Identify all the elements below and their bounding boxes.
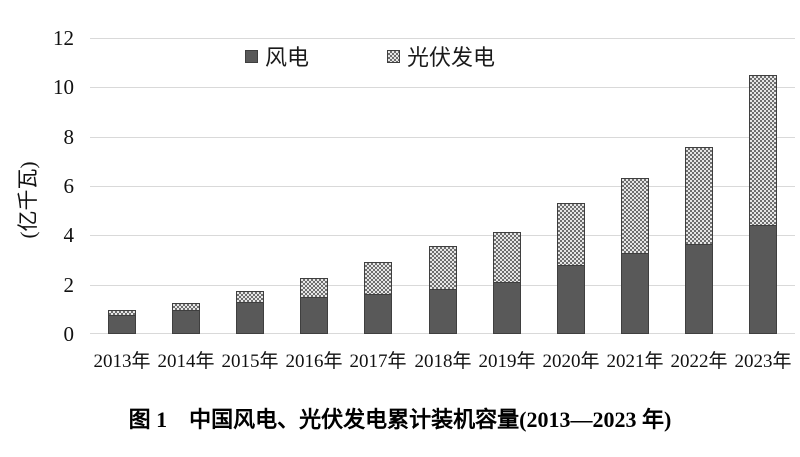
gridline-8 [90,137,795,138]
bar-solar-2015 [236,291,264,303]
legend-item-wind: 风电 [245,40,309,72]
x-tick-label-2017: 2017年 [349,351,407,372]
x-tick-label-2020: 2020年 [542,351,600,372]
y-tick-label-0: 0 [63,322,75,346]
bar-wind-2023 [749,225,777,334]
bar-solar-2018 [429,246,457,290]
y-tick-label-12: 12 [53,26,74,50]
bar-wind-2013 [108,315,136,334]
bar-wind-2017 [364,294,392,334]
bar-solar-2023 [749,75,777,226]
legend-swatch-wind [245,49,258,63]
x-tick-label-2021: 2021年 [606,351,664,372]
legend: 风电 光伏发电 [245,40,495,72]
bar-solar-2022 [685,147,713,245]
bar-wind-2014 [172,310,200,334]
x-tick-label-2022: 2022年 [670,351,728,372]
bar-solar-2016 [300,278,328,298]
gridline-10 [90,87,795,88]
y-tick-label-8: 8 [63,125,75,149]
gridline-6 [90,186,795,187]
bar-wind-2016 [300,297,328,334]
gridline-12 [90,38,795,39]
bar-wind-2020 [557,265,585,334]
bar-wind-2019 [493,282,521,334]
plot-area: 0 2 4 6 8 10 12 2013年 2014年 2015年 2016年 2017年 2018年 2… [53,26,795,372]
legend-swatch-solar [387,49,401,63]
x-tick-label-2018: 2018年 [414,351,472,372]
y-tick-label-10: 10 [53,75,74,99]
bar-solar-2013 [108,310,136,316]
gridline-4 [90,235,795,236]
x-tick-label-2016: 2016年 [285,351,343,372]
y-tick-label-6: 6 [63,174,75,198]
x-tick-label-2023: 2023年 [734,351,792,372]
bar-solar-2014 [172,303,200,311]
x-tick-label-2013: 2013年 [93,351,151,372]
bar-wind-2015 [236,302,264,334]
y-tick-label-2: 2 [63,273,75,297]
bar-solar-2017 [364,262,392,295]
legend-label-solar: 光伏发电 [407,45,496,70]
bar-solar-2020 [557,203,585,266]
bar-wind-2018 [429,289,457,334]
bar-wind-2021 [621,253,649,334]
x-tick-label-2014: 2014年 [157,351,215,372]
bar-solar-2019 [493,232,521,283]
legend-item-solar: 光伏发电 [387,40,495,72]
x-tick-label-2019: 2019年 [478,351,536,372]
figure-caption: 图 1 中国风电、光伏发电累计装机容量(2013—2023 年) [128,407,672,432]
bar-wind-2022 [685,244,713,334]
x-tick-label-2015: 2015年 [221,351,279,372]
y-tick-label-4: 4 [63,223,75,247]
legend-label-wind: 风电 [265,45,310,70]
bar-solar-2021 [621,178,649,254]
